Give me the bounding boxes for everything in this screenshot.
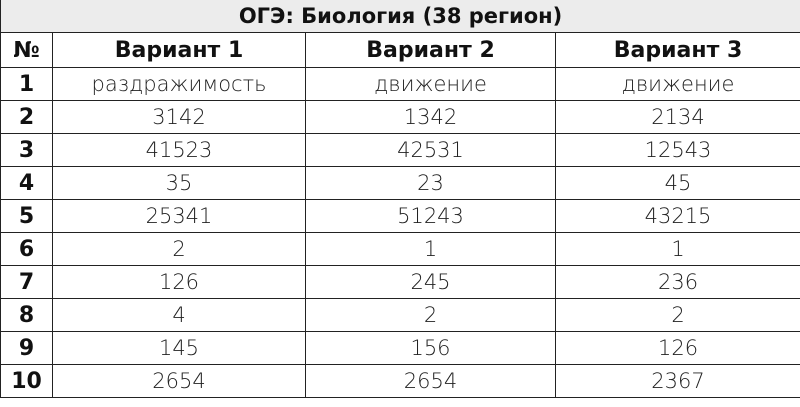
question-number: 4 — [0, 166, 53, 200]
answer-cell: 2 — [52, 232, 306, 266]
answer-cell: 43215 — [554, 199, 800, 233]
answer-cell: движение — [554, 67, 800, 101]
question-number: 9 — [0, 331, 53, 365]
answer-cell: 41523 — [52, 133, 306, 167]
question-number: 2 — [0, 100, 53, 134]
answer-cell: 156 — [305, 331, 556, 365]
table-row: 5 25341 51243 43215 — [0, 199, 800, 233]
answer-cell: 1 — [305, 232, 556, 266]
table-row: 1 раздражимость движение движение — [0, 67, 800, 101]
question-number: 6 — [0, 232, 53, 266]
table-row: 2 3142 1342 2134 — [0, 100, 800, 134]
question-number: 1 — [0, 67, 53, 101]
header-variant-1: Вариант 1 — [52, 32, 306, 68]
answer-cell: раздражимость — [52, 67, 306, 101]
answers-table: ОГЭ: Биология (38 регион) № Вариант 1 Ва… — [0, 0, 800, 398]
answer-cell: 2654 — [52, 364, 306, 398]
table-row: 10 2654 2654 2367 — [0, 364, 800, 398]
table-row: 4 35 23 45 — [0, 166, 800, 200]
answer-cell: 236 — [554, 265, 800, 299]
answer-cell: движение — [305, 67, 556, 101]
answer-cell: 2367 — [554, 364, 800, 398]
table-row: 7 126 245 236 — [0, 265, 800, 299]
answer-cell: 12543 — [554, 133, 800, 167]
answer-cell: 126 — [554, 331, 800, 365]
header-variant-3: Вариант 3 — [554, 32, 800, 68]
table-title: ОГЭ: Биология (38 регион) — [0, 0, 800, 33]
answer-cell: 1342 — [305, 100, 556, 134]
answer-cell: 2654 — [305, 364, 556, 398]
question-number: 10 — [0, 364, 53, 398]
question-number: 7 — [0, 265, 53, 299]
answer-cell: 42531 — [305, 133, 556, 167]
answer-cell: 4 — [52, 298, 306, 332]
answer-cell: 245 — [305, 265, 556, 299]
title-row: ОГЭ: Биология (38 регион) — [0, 0, 800, 33]
answer-cell: 2134 — [554, 100, 800, 134]
answer-cell: 145 — [52, 331, 306, 365]
answer-cell: 25341 — [52, 199, 306, 233]
answer-cell: 23 — [305, 166, 556, 200]
answer-cell: 126 — [52, 265, 306, 299]
table-row: 3 41523 42531 12543 — [0, 133, 800, 167]
header-number: № — [0, 32, 53, 68]
header-row: № Вариант 1 Вариант 2 Вариант 3 — [0, 32, 800, 68]
answer-cell: 3142 — [52, 100, 306, 134]
table-row: 9 145 156 126 — [0, 331, 800, 365]
answer-cell: 35 — [52, 166, 306, 200]
answer-cell: 1 — [554, 232, 800, 266]
header-variant-2: Вариант 2 — [305, 32, 556, 68]
answer-cell: 51243 — [305, 199, 556, 233]
answer-cell: 2 — [554, 298, 800, 332]
question-number: 5 — [0, 199, 53, 233]
answer-cell: 2 — [305, 298, 556, 332]
question-number: 8 — [0, 298, 53, 332]
answer-cell: 45 — [554, 166, 800, 200]
question-number: 3 — [0, 133, 53, 167]
